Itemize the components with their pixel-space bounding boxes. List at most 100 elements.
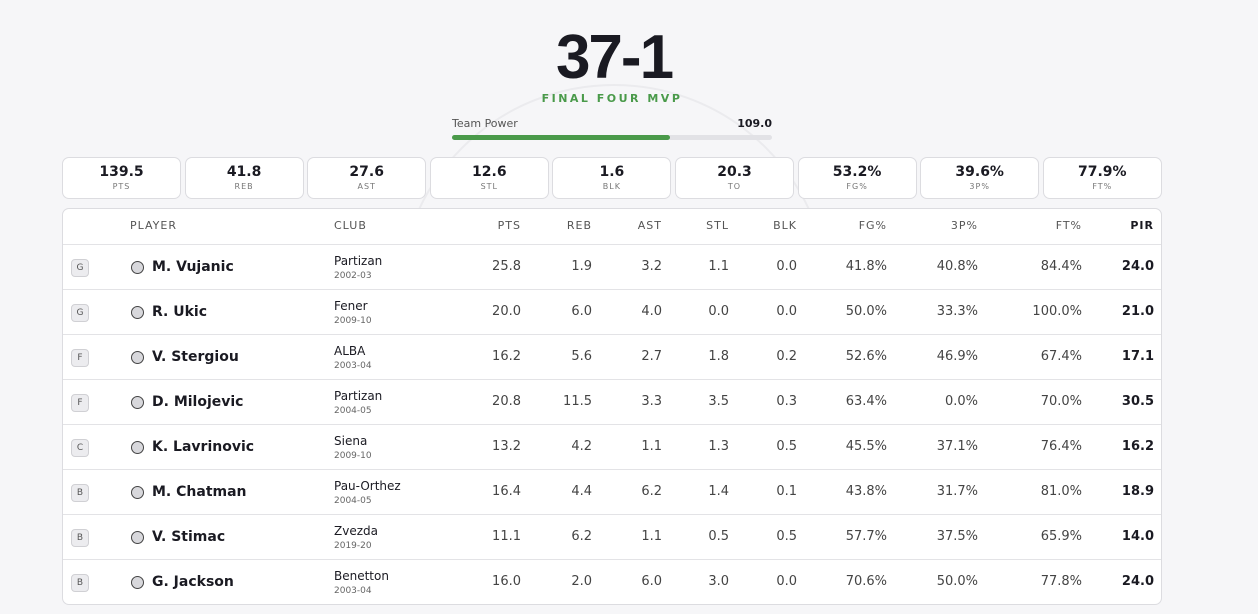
- stat-cell: 1.8: [708, 349, 729, 364]
- player-name: D. Milojevic: [152, 394, 244, 410]
- season: 2003-04: [334, 586, 372, 596]
- stat-cell: 0.0%: [944, 394, 978, 409]
- stat-cell: 30.5: [1121, 394, 1154, 409]
- table-row: G M. Vujanic Partizan 2002-03 25.8 1.9 3.2 1.1 0…: [63, 244, 1161, 290]
- stat-cell: 45.5%: [845, 439, 887, 454]
- stat-cell: 6.0: [641, 574, 662, 589]
- stat-tile: 77.9% FT%: [1042, 157, 1162, 199]
- stat-cell: 6.2: [571, 529, 592, 544]
- stat-cell: 70.6%: [845, 574, 887, 589]
- position-badge: F: [71, 349, 89, 367]
- tile-label: STL: [480, 182, 498, 191]
- stat-tile: 41.8 REB: [184, 157, 304, 199]
- stat-cell: 3.3: [641, 394, 662, 409]
- stat-cell: 13.2: [492, 439, 521, 454]
- club-name: Siena: [334, 434, 368, 448]
- stat-cell: 4.2: [571, 439, 592, 454]
- column-header: REB: [566, 219, 592, 232]
- club-logo: [131, 531, 144, 544]
- stat-cell: 70.0%: [1040, 394, 1082, 409]
- player-name: R. Ukic: [152, 304, 208, 320]
- position-badge: G: [71, 259, 89, 277]
- player-name: M. Chatman: [152, 484, 247, 500]
- table-row: B V. Stimac Zvezda 2019-20 11.1 6.2 1.1 0.5 0.5 5…: [63, 514, 1161, 560]
- stat-cell: 3.5: [708, 394, 729, 409]
- table-row: F D. Milojevic Partizan 2004-05 20.8 11.5 3.3 3…: [63, 379, 1161, 425]
- stat-cell: 1.4: [708, 484, 729, 499]
- position-badge: B: [71, 574, 89, 592]
- stat-cell: 0.2: [776, 349, 797, 364]
- stat-cell: 16.2: [492, 349, 521, 364]
- stat-cell: 18.9: [1121, 484, 1154, 499]
- table-row: C K. Lavrinovic Siena 2009-10 13.2 4.2 1.1 1.3 0…: [63, 424, 1161, 470]
- club-name: Partizan: [334, 254, 383, 268]
- stat-cell: 43.8%: [845, 484, 887, 499]
- stat-cell: 4.0: [641, 304, 662, 319]
- season: 2009-10: [334, 316, 372, 326]
- stat-cell: 37.5%: [936, 529, 978, 544]
- stat-cell: 41.8%: [845, 259, 887, 274]
- stat-cell: 0.0: [776, 259, 797, 274]
- club-logo: [131, 486, 144, 499]
- stat-cell: 52.6%: [845, 349, 887, 364]
- stat-cell: 1.1: [641, 439, 662, 454]
- stat-cell: 24.0: [1121, 574, 1154, 589]
- column-header: 3P%: [950, 219, 978, 232]
- stat-tile: 139.5 PTS: [62, 157, 181, 199]
- stat-cell: 4.4: [571, 484, 592, 499]
- tile-value: 39.6%: [955, 164, 1004, 180]
- stat-tile: 53.2% FG%: [797, 157, 917, 199]
- roster-table: PLAYER CLUB PTS REB AST STL BLK FG% 3P% FT% PIR G M.…: [62, 208, 1162, 605]
- column-header: PLAYER: [130, 219, 177, 232]
- stat-cell: 65.9%: [1040, 529, 1082, 544]
- stat-tile: 1.6 BLK: [552, 157, 672, 199]
- player-name: K. Lavrinovic: [152, 439, 255, 455]
- stat-cell: 6.0: [571, 304, 592, 319]
- stat-cell: 2.0: [571, 574, 592, 589]
- tile-value: 53.2%: [832, 164, 882, 180]
- stat-tile: 39.6% 3P%: [920, 157, 1040, 199]
- stat-cell: 24.0: [1121, 259, 1154, 274]
- stat-cell: 5.6: [571, 349, 592, 364]
- table-row: G R. Ukic Fener 2009-10 20.0 6.0 4.0 0.0 0.0 50.0…: [63, 289, 1161, 335]
- stat-cell: 100.0%: [1032, 304, 1082, 319]
- stat-cell: 81.0%: [1040, 484, 1082, 499]
- tile-value: 77.9%: [1078, 164, 1127, 180]
- column-header: PIR: [1130, 219, 1154, 232]
- tile-value: 20.3: [717, 164, 752, 180]
- column-header: PTS: [497, 219, 521, 232]
- position-badge: F: [71, 394, 89, 412]
- column-header: FT%: [1055, 219, 1082, 232]
- season: 2003-04: [334, 361, 372, 371]
- stat-cell: 40.8%: [936, 259, 978, 274]
- record: 37-1: [555, 23, 674, 92]
- season: 2019-20: [334, 541, 372, 551]
- column-header: BLK: [773, 219, 797, 232]
- stat-cell: 6.2: [641, 484, 662, 499]
- tile-value: 1.6: [599, 164, 625, 180]
- stat-cell: 0.0: [776, 304, 797, 319]
- tile-label: BLK: [602, 182, 621, 191]
- stat-cell: 0.5: [776, 439, 797, 454]
- stat-cell: 1.9: [571, 259, 592, 274]
- stat-cell: 25.8: [492, 259, 521, 274]
- stat-cell: 50.0%: [845, 304, 887, 319]
- club-logo: [131, 261, 144, 274]
- stat-cell: 16.4: [492, 484, 521, 499]
- badge: FINAL FOUR MVP: [541, 92, 683, 105]
- stat-cell: 1.1: [708, 259, 729, 274]
- season: 2004-05: [334, 406, 372, 416]
- table-row: B M. Chatman Pau-Orthez 2004-05 16.4 4.4 6.2 1.…: [63, 469, 1161, 515]
- stat-cell: 21.0: [1121, 304, 1154, 319]
- club-name: Zvezda: [334, 524, 378, 538]
- stat-cell: 20.8: [492, 394, 521, 409]
- season: 2002-03: [334, 271, 372, 281]
- stat-cell: 11.5: [563, 394, 592, 409]
- tile-label: TO: [727, 182, 742, 191]
- stat-cell: 77.8%: [1040, 574, 1082, 589]
- power-fill: [452, 135, 670, 140]
- tile-value: 41.8: [226, 164, 262, 180]
- player-name: V. Stimac: [152, 529, 226, 545]
- tile-value: 27.6: [349, 164, 384, 180]
